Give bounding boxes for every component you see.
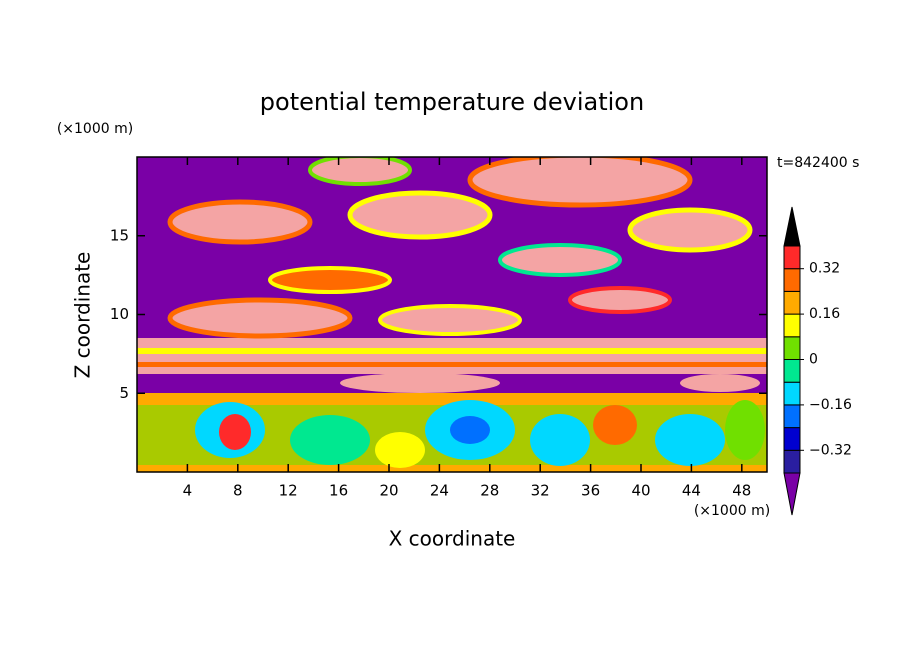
time-label: t=842400 s xyxy=(777,155,859,171)
colorbar-box xyxy=(783,359,801,383)
y-tick-label: 5 xyxy=(119,384,129,402)
y-unit: (×1000 m) xyxy=(57,121,133,137)
x-tick-label: 36 xyxy=(581,482,600,500)
colorbar-label: 0 xyxy=(809,352,818,368)
colorbar-label: 0.32 xyxy=(809,261,840,277)
x-tick-label: 40 xyxy=(631,482,650,500)
x-axis-label: X coordinate xyxy=(389,527,516,551)
chart-title: potential temperature deviation xyxy=(260,88,644,116)
x-tick-label: 8 xyxy=(233,482,243,500)
y-tick-label: 10 xyxy=(110,305,129,323)
y-axis-label: Z coordinate xyxy=(71,252,95,379)
y-tick-label: 15 xyxy=(110,226,129,244)
x-tick-label: 44 xyxy=(682,482,701,500)
colorbar-box xyxy=(783,427,801,451)
colorbar-box xyxy=(783,290,801,315)
colorbar-box xyxy=(783,404,801,429)
colorbar-box xyxy=(783,336,801,360)
x-tick-label: 32 xyxy=(531,482,550,500)
x-tick-label: 20 xyxy=(379,482,398,500)
colorbar-label: −0.16 xyxy=(809,397,852,413)
x-tick-label: 12 xyxy=(279,482,298,500)
contour-field xyxy=(137,157,767,472)
colorbar-box xyxy=(783,245,801,270)
colorbar-triangle xyxy=(783,206,801,247)
colorbar-label: −0.32 xyxy=(809,442,852,458)
x-tick-label: 48 xyxy=(732,482,751,500)
x-tick-label: 16 xyxy=(329,482,348,500)
colorbar-box xyxy=(783,381,801,406)
colorbar-label: 0.16 xyxy=(809,306,840,322)
x-tick-label: 4 xyxy=(183,482,193,500)
colorbar-box xyxy=(783,449,801,474)
x-unit: (×1000 m) xyxy=(694,503,770,519)
x-tick-label: 24 xyxy=(430,482,449,500)
x-tick-label: 28 xyxy=(480,482,499,500)
colorbar-box xyxy=(783,313,801,338)
colorbar-box xyxy=(783,268,801,292)
colorbar-triangle xyxy=(783,472,801,516)
